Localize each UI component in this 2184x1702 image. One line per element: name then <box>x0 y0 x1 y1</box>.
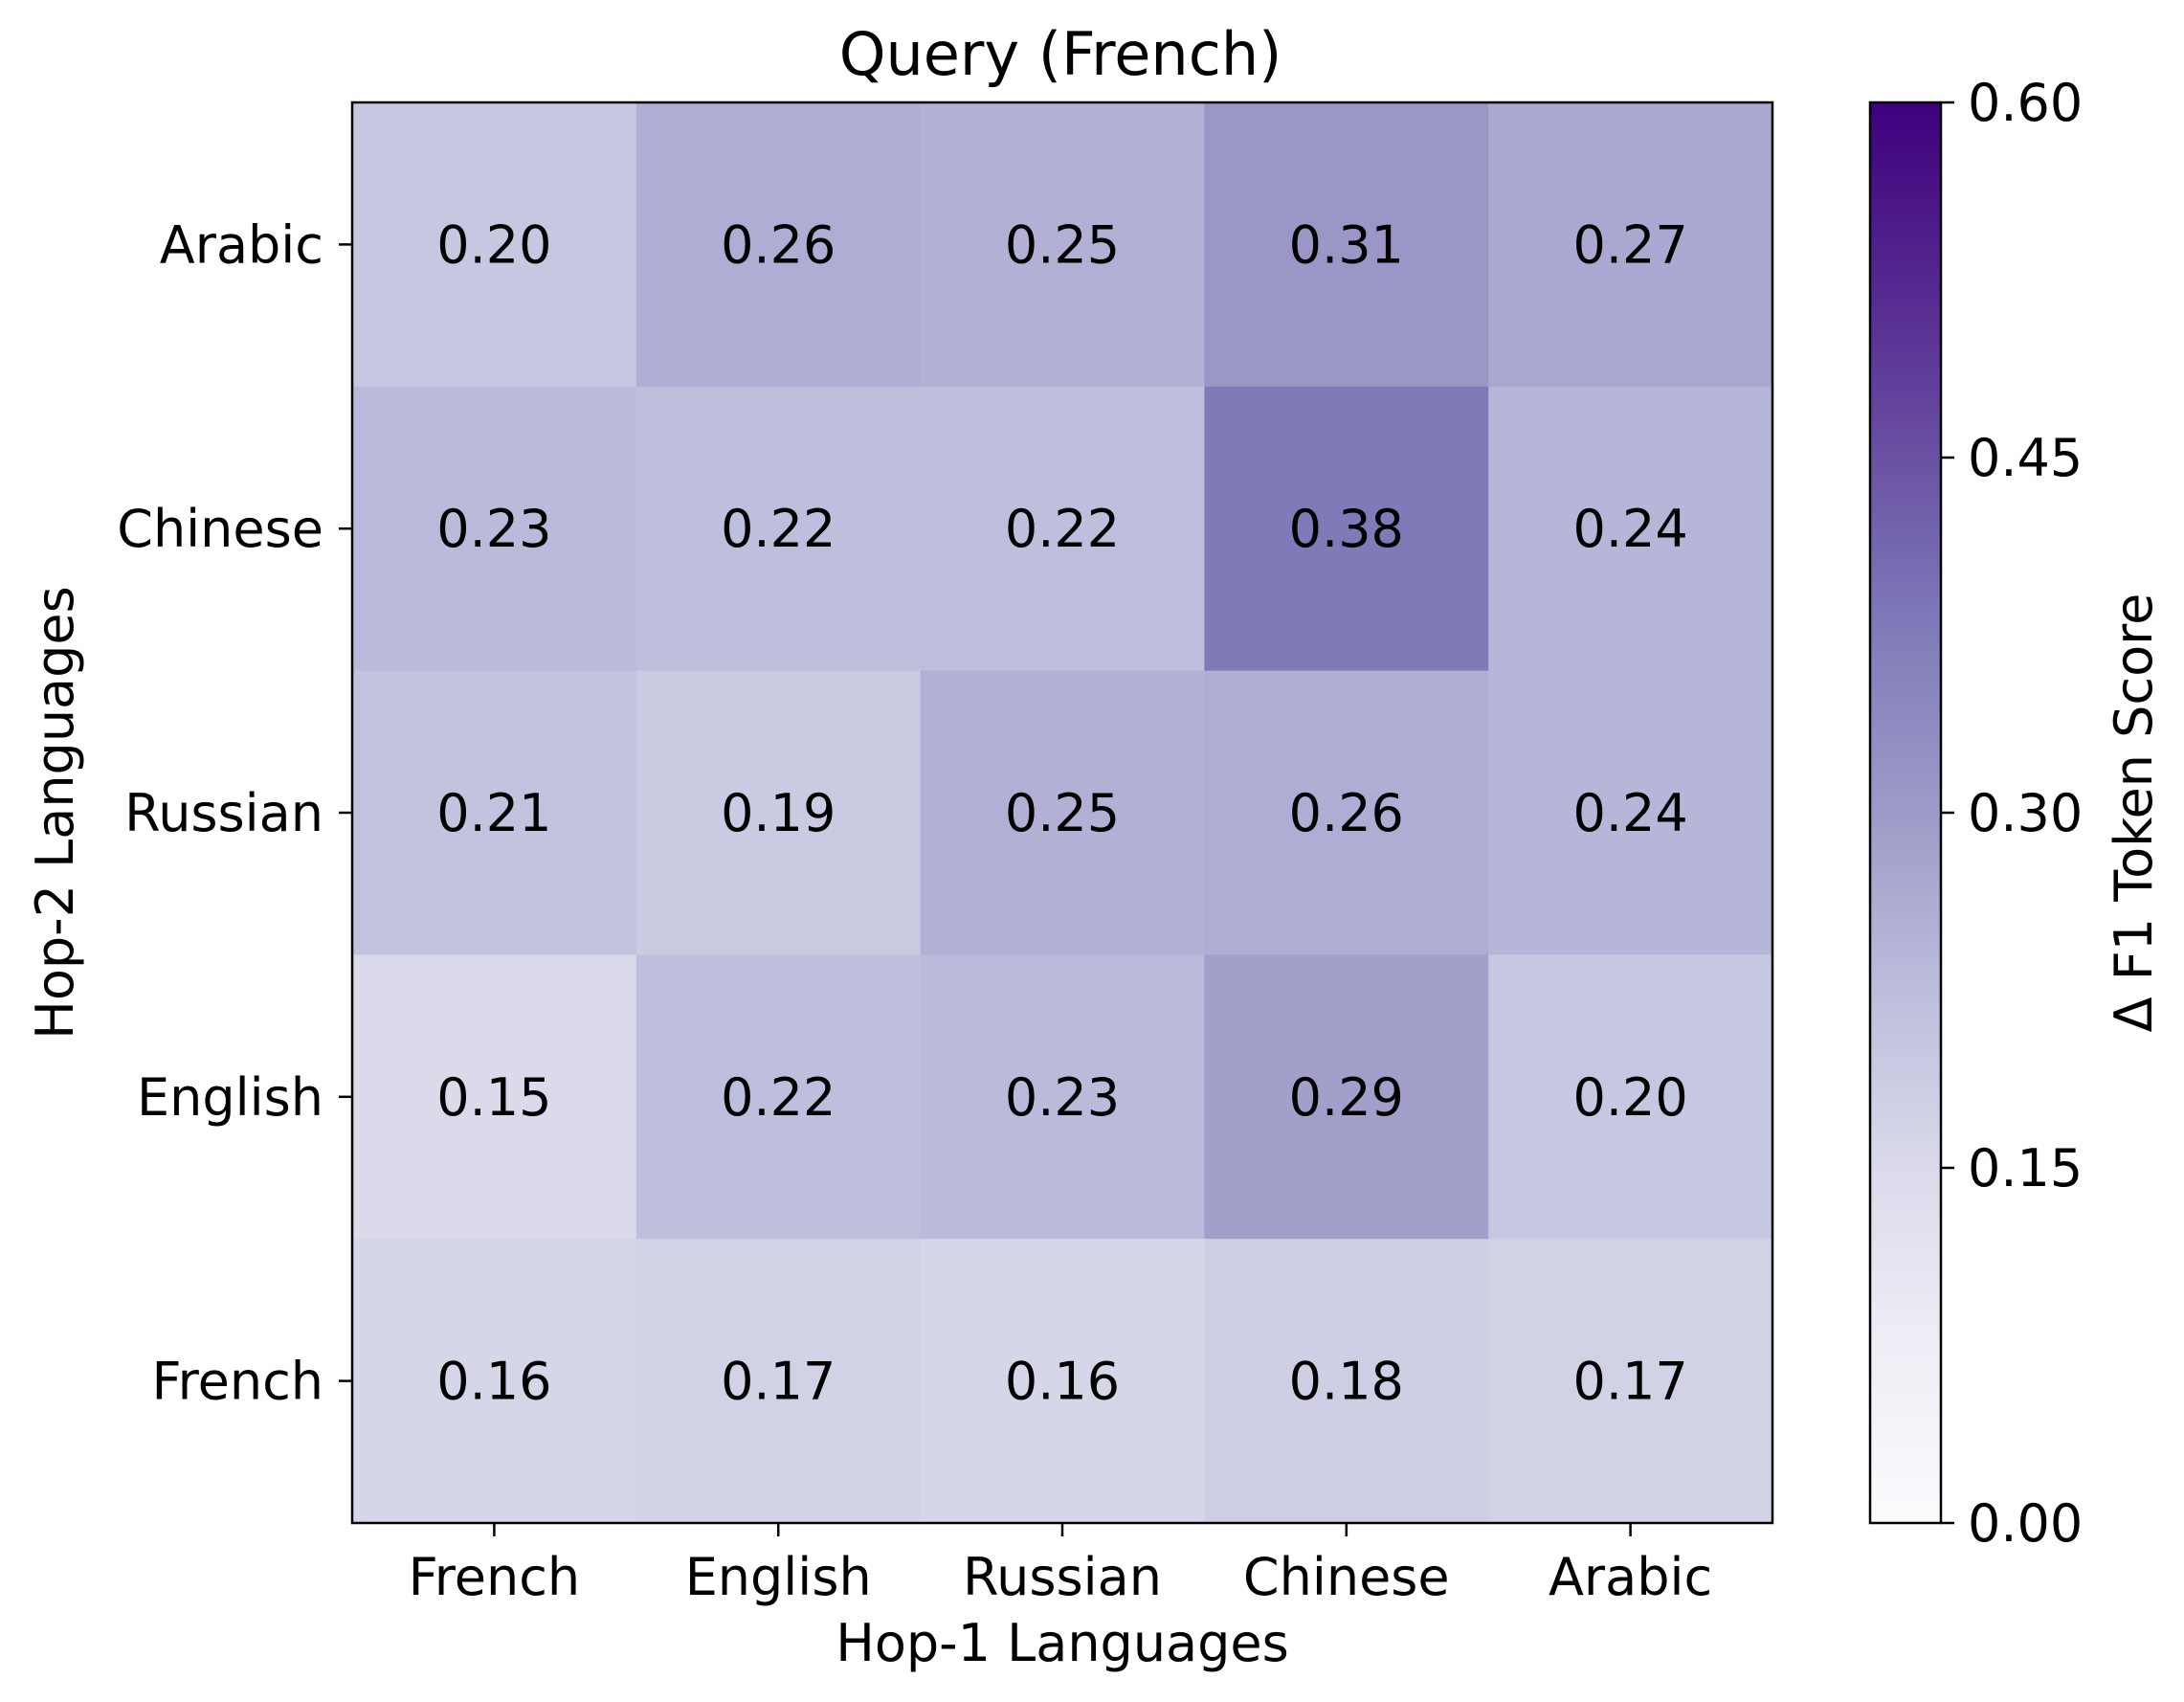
colorbar-tick-label: 0.60 <box>1968 73 2083 133</box>
y-tick-label: Chinese <box>117 499 323 559</box>
cell-value-label: 0.25 <box>1005 214 1120 275</box>
colorbar-tick-label: 0.30 <box>1968 783 2083 843</box>
heatmap-cell <box>352 954 637 1240</box>
y-tick-label: Russian <box>124 783 323 843</box>
heatmap-cell <box>1204 102 1489 388</box>
heatmap-cell <box>920 670 1205 955</box>
heatmap-cell <box>920 102 1205 388</box>
heatmap-cell <box>635 954 922 1240</box>
heatmap-cell <box>920 1239 1205 1524</box>
cell-value-label: 0.24 <box>1572 499 1687 559</box>
heatmap-cell <box>635 386 922 672</box>
colorbar-tick-label: 0.45 <box>1968 428 2083 488</box>
heatmap-cell <box>352 1239 637 1524</box>
heatmap-cell <box>635 670 922 955</box>
y-axis-ticks: Arabic Chinese Russian English French <box>117 214 352 1412</box>
cell-value-label: 0.26 <box>721 214 836 275</box>
y-tick-label: French <box>151 1352 323 1412</box>
heatmap-cell <box>1204 954 1489 1240</box>
cell-value-label: 0.20 <box>436 214 551 275</box>
cell-value-label: 0.25 <box>1005 783 1120 843</box>
y-tick-label: English <box>137 1067 323 1128</box>
cell-value-label: 0.24 <box>1572 783 1687 843</box>
cell-value-label: 0.16 <box>1005 1352 1120 1412</box>
heatmap-cell <box>920 386 1205 672</box>
cell-value-label: 0.20 <box>1572 1067 1687 1128</box>
heatmap-cell <box>352 386 637 672</box>
cell-value-label: 0.19 <box>721 783 836 843</box>
x-tick-label: English <box>685 1547 872 1607</box>
y-axis-label: Hop-2 Languages <box>25 586 85 1040</box>
x-tick-label: Chinese <box>1243 1547 1450 1607</box>
heatmap-cell <box>352 670 637 955</box>
cell-value-label: 0.27 <box>1572 214 1687 275</box>
cell-value-label: 0.22 <box>721 1067 836 1128</box>
cell-value-label: 0.17 <box>1572 1352 1687 1412</box>
heatmap-cell <box>352 102 637 388</box>
cell-value-label: 0.23 <box>1005 1067 1120 1128</box>
cell-value-label: 0.16 <box>436 1352 551 1412</box>
cell-value-label: 0.18 <box>1289 1352 1404 1412</box>
cell-value-label: 0.22 <box>1005 499 1120 559</box>
heatmap-cells: 0.20 0.26 0.25 0.31 0.27 0.23 0.22 0.22 0.38 0.24… <box>352 102 1773 1524</box>
heatmap-cell <box>1488 102 1773 388</box>
heatmap-cell <box>1488 670 1773 955</box>
x-tick-label: Arabic <box>1549 1547 1712 1607</box>
heatmap-cell <box>1204 1239 1489 1524</box>
heatmap-cell <box>920 954 1205 1240</box>
y-tick-label: Arabic <box>160 214 323 275</box>
heatmap-cell <box>635 1239 922 1524</box>
cell-value-label: 0.26 <box>1289 783 1404 843</box>
x-axis-ticks: French English Russian Chinese Arabic <box>409 1523 1712 1607</box>
colorbar <box>1868 101 1943 1525</box>
cell-value-label: 0.23 <box>436 499 551 559</box>
cell-value-label: 0.29 <box>1289 1067 1404 1128</box>
cell-value-label: 0.22 <box>721 499 836 559</box>
x-tick-label: French <box>409 1547 581 1607</box>
cell-value-label: 0.17 <box>721 1352 836 1412</box>
colorbar-ticks: 0.00 0.15 0.30 0.45 0.60 <box>1941 73 2083 1554</box>
heatmap-cell <box>1204 670 1489 955</box>
cell-value-label: 0.38 <box>1289 499 1404 559</box>
heatmap-cell <box>1488 954 1773 1240</box>
heatmap-cell <box>1488 1239 1773 1524</box>
chart-title: Query (French) <box>839 19 1282 89</box>
cell-value-label: 0.21 <box>436 783 551 843</box>
cell-value-label: 0.31 <box>1289 214 1404 275</box>
x-axis-label: Hop-1 Languages <box>836 1613 1289 1673</box>
colorbar-tick-label: 0.15 <box>1968 1138 2083 1198</box>
x-tick-label: Russian <box>963 1547 1162 1607</box>
colorbar-tick-label: 0.00 <box>1968 1493 2083 1554</box>
heatmap-cell <box>1204 386 1489 672</box>
colorbar-label: Δ F1 Token Score <box>2104 593 2164 1033</box>
cell-value-label: 0.15 <box>436 1067 551 1128</box>
heatmap-cell <box>1488 386 1773 672</box>
heatmap-cell <box>635 102 922 388</box>
